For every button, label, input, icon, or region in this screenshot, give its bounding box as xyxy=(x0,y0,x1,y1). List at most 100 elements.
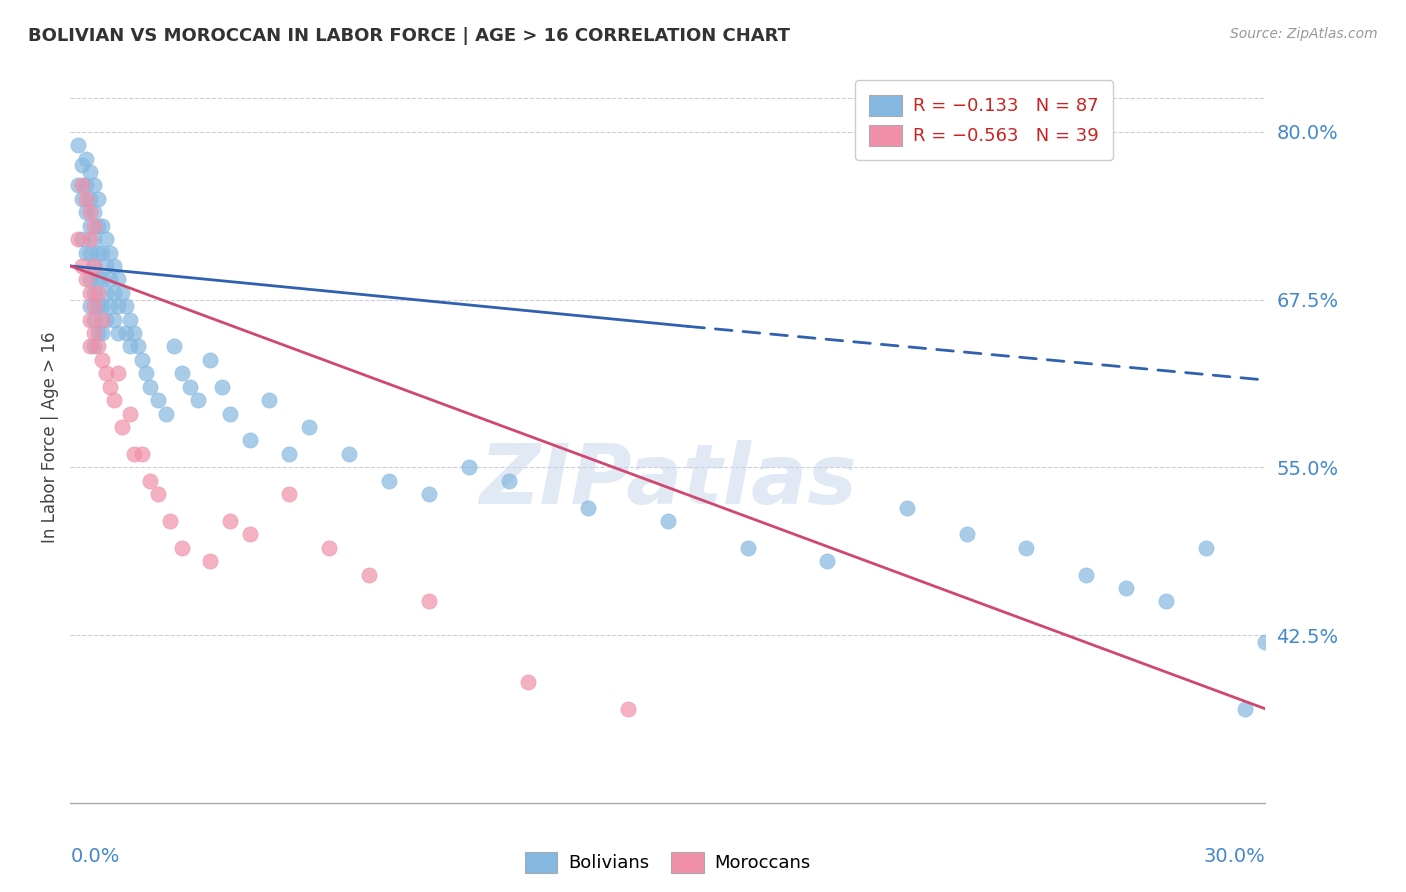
Y-axis label: In Labor Force | Age > 16: In Labor Force | Age > 16 xyxy=(41,331,59,543)
Point xyxy=(83,232,105,246)
Point xyxy=(83,312,105,326)
Point xyxy=(139,474,162,488)
Point xyxy=(91,245,114,260)
Point xyxy=(259,393,281,408)
Point xyxy=(956,527,979,541)
Point xyxy=(96,285,117,300)
Point xyxy=(1015,541,1038,555)
Text: Source: ZipAtlas.com: Source: ZipAtlas.com xyxy=(1230,27,1378,41)
Point xyxy=(79,272,101,286)
Point xyxy=(87,219,110,233)
Point xyxy=(79,205,101,219)
Point xyxy=(83,178,105,193)
Point xyxy=(91,312,114,326)
Point xyxy=(83,339,105,353)
Point xyxy=(96,259,117,273)
Point xyxy=(103,285,125,300)
Point xyxy=(896,500,918,515)
Point xyxy=(79,232,101,246)
Point xyxy=(87,272,110,286)
Point xyxy=(75,178,97,193)
Point xyxy=(239,434,262,448)
Point xyxy=(198,554,221,568)
Text: BOLIVIAN VS MOROCCAN IN LABOR FORCE | AGE > 16 CORRELATION CHART: BOLIVIAN VS MOROCCAN IN LABOR FORCE | AG… xyxy=(28,27,790,45)
Point xyxy=(91,219,114,233)
Point xyxy=(159,514,181,528)
Point xyxy=(278,447,301,461)
Point xyxy=(1234,702,1257,716)
Point xyxy=(127,339,149,353)
Point xyxy=(170,541,193,555)
Point xyxy=(120,312,141,326)
Point xyxy=(107,272,129,286)
Point xyxy=(70,178,93,193)
Point xyxy=(87,192,110,206)
Point xyxy=(1115,581,1137,595)
Point xyxy=(115,326,138,340)
Point xyxy=(79,339,101,353)
Point xyxy=(91,326,114,340)
Point xyxy=(1154,594,1177,608)
Point xyxy=(170,367,193,381)
Point xyxy=(98,299,121,313)
Text: 0.0%: 0.0% xyxy=(70,847,120,866)
Point xyxy=(418,594,440,608)
Point xyxy=(67,232,90,246)
Point xyxy=(378,474,401,488)
Point xyxy=(179,380,201,394)
Point xyxy=(418,487,440,501)
Point xyxy=(337,447,360,461)
Point xyxy=(83,205,105,219)
Point xyxy=(79,285,101,300)
Legend: Bolivians, Moroccans: Bolivians, Moroccans xyxy=(516,843,820,881)
Point xyxy=(318,541,340,555)
Point xyxy=(83,326,105,340)
Point xyxy=(187,393,209,408)
Point xyxy=(211,380,233,394)
Point xyxy=(111,285,134,300)
Point xyxy=(83,219,105,233)
Point xyxy=(122,326,145,340)
Point xyxy=(120,339,141,353)
Point xyxy=(87,245,110,260)
Text: ZIPatlas: ZIPatlas xyxy=(479,441,856,522)
Point xyxy=(103,393,125,408)
Point xyxy=(67,138,90,153)
Point xyxy=(359,567,381,582)
Point xyxy=(70,232,93,246)
Point xyxy=(70,158,93,172)
Point xyxy=(83,299,105,313)
Point xyxy=(70,192,93,206)
Point xyxy=(135,367,157,381)
Point xyxy=(737,541,759,555)
Point xyxy=(103,312,125,326)
Point xyxy=(1195,541,1218,555)
Point xyxy=(79,299,101,313)
Point xyxy=(131,352,153,367)
Point xyxy=(131,447,153,461)
Point xyxy=(115,299,138,313)
Point xyxy=(87,299,110,313)
Point xyxy=(87,285,110,300)
Point xyxy=(79,192,101,206)
Point xyxy=(91,299,114,313)
Point xyxy=(298,420,321,434)
Point xyxy=(75,192,97,206)
Point xyxy=(146,487,169,501)
Point xyxy=(96,232,117,246)
Point xyxy=(79,312,101,326)
Point xyxy=(163,339,186,353)
Point xyxy=(239,527,262,541)
Point xyxy=(198,352,221,367)
Point xyxy=(83,285,105,300)
Point xyxy=(139,380,162,394)
Point xyxy=(122,447,145,461)
Point xyxy=(98,272,121,286)
Point xyxy=(70,259,93,273)
Point xyxy=(96,367,117,381)
Point xyxy=(83,259,105,273)
Point xyxy=(96,312,117,326)
Point xyxy=(657,514,679,528)
Point xyxy=(107,367,129,381)
Point xyxy=(75,272,97,286)
